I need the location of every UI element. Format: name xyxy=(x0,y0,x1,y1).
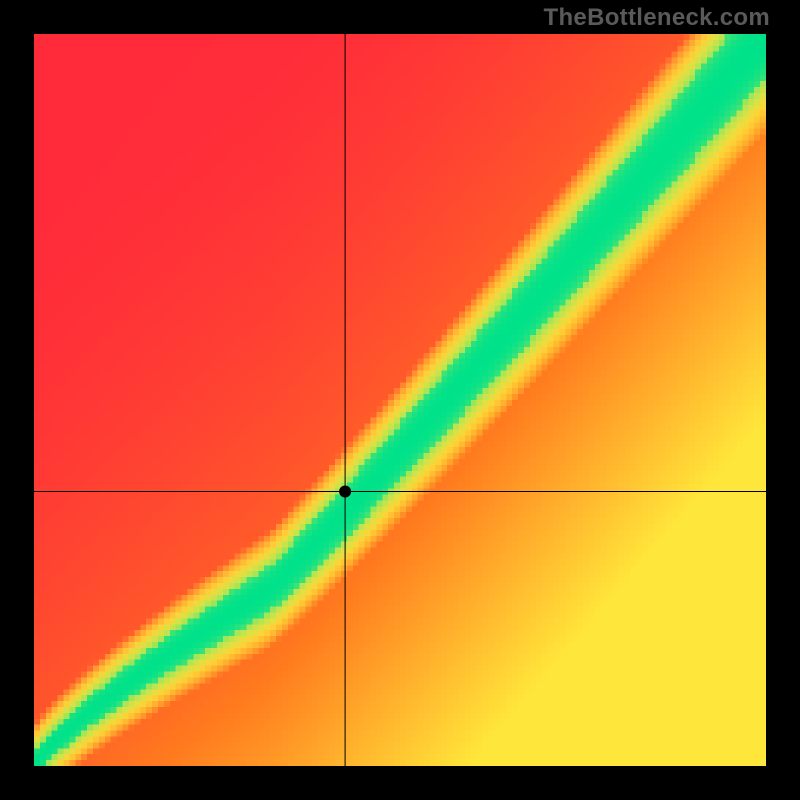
watermark-text: TheBottleneck.com xyxy=(544,4,770,32)
chart-container: { "watermark": { "text": "TheBottleneck.… xyxy=(0,0,800,800)
bottleneck-heatmap xyxy=(34,34,766,766)
